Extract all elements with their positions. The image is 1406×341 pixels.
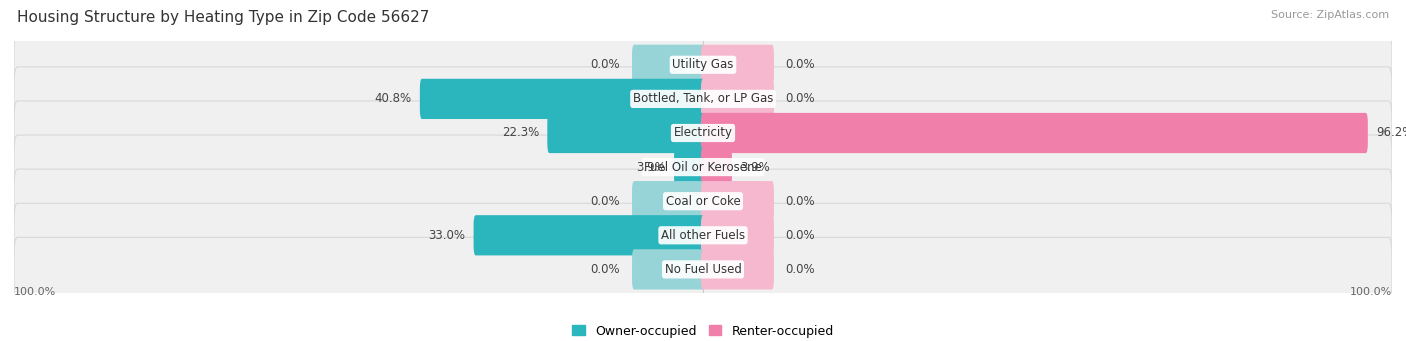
FancyBboxPatch shape — [702, 181, 773, 221]
FancyBboxPatch shape — [702, 147, 733, 187]
Text: 0.0%: 0.0% — [591, 58, 620, 71]
Text: Housing Structure by Heating Type in Zip Code 56627: Housing Structure by Heating Type in Zip… — [17, 10, 429, 25]
FancyBboxPatch shape — [14, 203, 1392, 267]
Text: 100.0%: 100.0% — [14, 286, 56, 297]
Legend: Owner-occupied, Renter-occupied: Owner-occupied, Renter-occupied — [568, 320, 838, 341]
Text: Utility Gas: Utility Gas — [672, 58, 734, 71]
FancyBboxPatch shape — [702, 215, 773, 255]
Text: Electricity: Electricity — [673, 127, 733, 139]
Text: 33.0%: 33.0% — [429, 229, 465, 242]
Text: 0.0%: 0.0% — [786, 195, 815, 208]
FancyBboxPatch shape — [14, 237, 1392, 301]
Text: No Fuel Used: No Fuel Used — [665, 263, 741, 276]
FancyBboxPatch shape — [673, 147, 704, 187]
FancyBboxPatch shape — [633, 249, 704, 290]
Text: 22.3%: 22.3% — [502, 127, 538, 139]
Text: Bottled, Tank, or LP Gas: Bottled, Tank, or LP Gas — [633, 92, 773, 105]
FancyBboxPatch shape — [702, 113, 1368, 153]
Text: 0.0%: 0.0% — [786, 263, 815, 276]
Text: 0.0%: 0.0% — [786, 92, 815, 105]
Text: 3.9%: 3.9% — [740, 161, 770, 174]
Text: Coal or Coke: Coal or Coke — [665, 195, 741, 208]
Text: 3.9%: 3.9% — [636, 161, 666, 174]
Text: All other Fuels: All other Fuels — [661, 229, 745, 242]
FancyBboxPatch shape — [702, 249, 773, 290]
FancyBboxPatch shape — [547, 113, 704, 153]
Text: 0.0%: 0.0% — [786, 58, 815, 71]
FancyBboxPatch shape — [633, 181, 704, 221]
FancyBboxPatch shape — [14, 33, 1392, 97]
FancyBboxPatch shape — [702, 79, 773, 119]
FancyBboxPatch shape — [420, 79, 704, 119]
Text: Source: ZipAtlas.com: Source: ZipAtlas.com — [1271, 10, 1389, 20]
FancyBboxPatch shape — [702, 45, 773, 85]
Text: 96.2%: 96.2% — [1376, 127, 1406, 139]
FancyBboxPatch shape — [14, 101, 1392, 165]
Text: 40.8%: 40.8% — [374, 92, 412, 105]
FancyBboxPatch shape — [14, 67, 1392, 131]
FancyBboxPatch shape — [633, 45, 704, 85]
FancyBboxPatch shape — [14, 135, 1392, 199]
Text: Fuel Oil or Kerosene: Fuel Oil or Kerosene — [644, 161, 762, 174]
Text: 100.0%: 100.0% — [1350, 286, 1392, 297]
Text: 0.0%: 0.0% — [591, 195, 620, 208]
Text: 0.0%: 0.0% — [591, 263, 620, 276]
FancyBboxPatch shape — [474, 215, 704, 255]
Text: 0.0%: 0.0% — [786, 229, 815, 242]
FancyBboxPatch shape — [14, 169, 1392, 233]
